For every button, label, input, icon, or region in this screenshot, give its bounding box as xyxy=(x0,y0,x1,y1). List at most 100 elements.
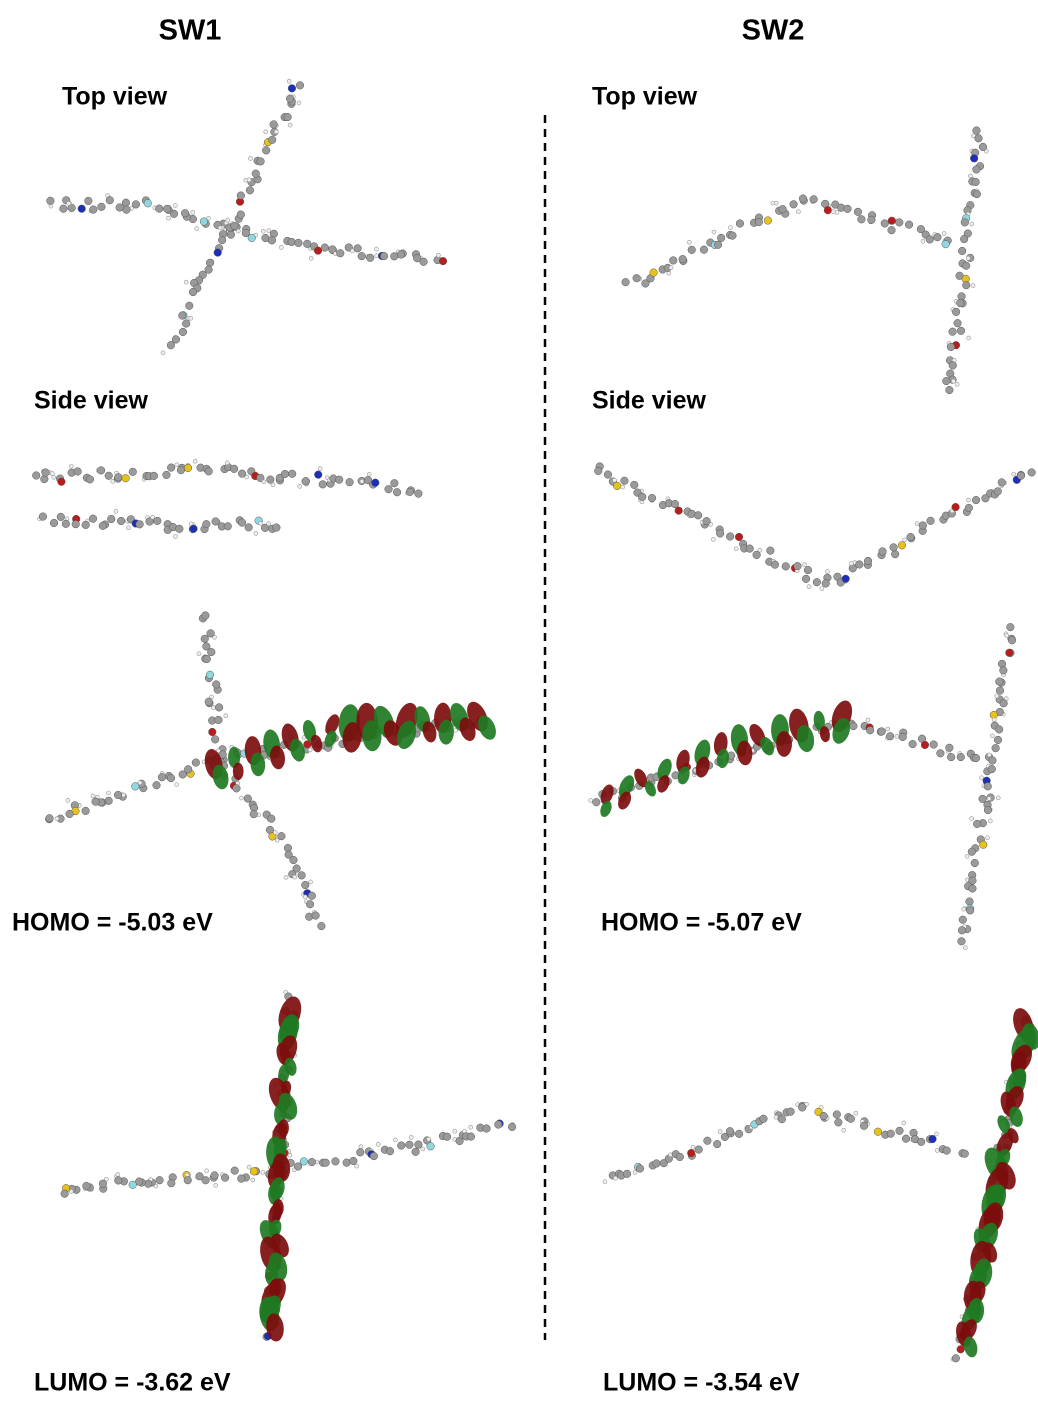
atom xyxy=(898,542,906,550)
atom xyxy=(729,232,737,240)
atom xyxy=(60,205,68,213)
atom xyxy=(412,1148,420,1156)
hydrogen xyxy=(173,204,177,208)
hydrogen xyxy=(318,467,322,471)
hydrogen xyxy=(226,218,230,222)
atom xyxy=(959,916,967,924)
atom xyxy=(420,258,428,266)
atom xyxy=(350,1157,358,1165)
atom xyxy=(946,744,954,752)
atom xyxy=(61,1190,69,1198)
atom xyxy=(66,810,74,818)
atom xyxy=(979,143,987,151)
atom xyxy=(116,204,124,212)
hydrogen xyxy=(902,1121,906,1125)
atom xyxy=(304,741,312,749)
atom xyxy=(47,197,55,205)
hydrogen xyxy=(915,522,919,526)
atom xyxy=(972,496,980,504)
atom xyxy=(956,299,964,307)
hydrogen xyxy=(427,1137,431,1141)
atom xyxy=(874,1128,882,1136)
hydrogen xyxy=(934,1132,938,1136)
atom xyxy=(958,937,966,945)
energy-label: LUMO = -3.62 eV xyxy=(34,1369,231,1396)
atom xyxy=(957,327,965,335)
atom xyxy=(211,1172,219,1180)
atom xyxy=(648,494,656,502)
hydrogen xyxy=(106,791,110,795)
atom xyxy=(92,798,100,806)
atom xyxy=(966,898,974,906)
atom xyxy=(390,253,398,261)
hydrogen xyxy=(849,561,853,565)
atom xyxy=(215,716,223,724)
atom xyxy=(958,927,966,935)
atom xyxy=(1017,472,1025,480)
atom xyxy=(214,249,222,257)
hydrogen xyxy=(951,379,955,383)
atom xyxy=(799,195,807,203)
atom xyxy=(879,548,887,556)
atom xyxy=(115,1177,123,1185)
hydrogen xyxy=(91,794,95,798)
atom xyxy=(238,519,246,527)
atom xyxy=(653,1160,661,1168)
atom xyxy=(994,488,1002,496)
hydrogen xyxy=(967,498,971,502)
hydrogen xyxy=(589,798,593,802)
atom xyxy=(650,269,658,277)
atom xyxy=(902,1135,910,1143)
figure: SW1 SW2 Top view Top view Side view Side… xyxy=(0,0,1038,1396)
hydrogen xyxy=(67,201,71,205)
atom xyxy=(250,810,258,818)
atom xyxy=(844,205,852,213)
hydrogen xyxy=(116,1172,120,1176)
atom xyxy=(630,481,638,489)
atom xyxy=(203,655,211,663)
hydrogen xyxy=(603,1180,607,1184)
hydrogen xyxy=(273,830,277,834)
atom xyxy=(994,736,1002,744)
atom xyxy=(891,550,899,558)
hydrogen xyxy=(254,531,258,535)
atom xyxy=(943,1147,951,1155)
view-label: Top view xyxy=(592,83,698,111)
atom xyxy=(82,521,90,529)
atom xyxy=(989,757,997,765)
atom xyxy=(787,1108,795,1116)
atom xyxy=(182,320,190,328)
atom xyxy=(391,479,399,487)
atom xyxy=(952,1354,960,1362)
atom xyxy=(726,533,734,541)
hydrogen xyxy=(712,230,716,234)
atom xyxy=(237,1175,245,1183)
atom xyxy=(636,1165,644,1173)
atom xyxy=(753,551,761,559)
atom xyxy=(318,922,326,930)
atom xyxy=(208,728,216,736)
hydrogen xyxy=(669,266,673,270)
atom xyxy=(117,517,125,525)
atom xyxy=(790,201,798,209)
atom xyxy=(267,476,275,484)
atom xyxy=(386,1147,394,1155)
atom xyxy=(167,341,175,349)
atom xyxy=(163,471,171,479)
atom xyxy=(308,892,316,900)
atom xyxy=(973,820,981,828)
atom xyxy=(97,467,105,475)
hydrogen xyxy=(189,316,193,320)
atom xyxy=(930,741,938,749)
atom xyxy=(623,1170,631,1178)
view-label: Top view xyxy=(62,83,168,111)
atom xyxy=(979,841,987,849)
atom xyxy=(184,1176,192,1184)
atom xyxy=(393,488,401,496)
hydrogen xyxy=(774,201,778,205)
atom xyxy=(415,1141,423,1149)
hydrogen xyxy=(820,587,824,591)
atom xyxy=(878,728,886,736)
atom xyxy=(804,566,812,574)
atom xyxy=(268,815,276,823)
